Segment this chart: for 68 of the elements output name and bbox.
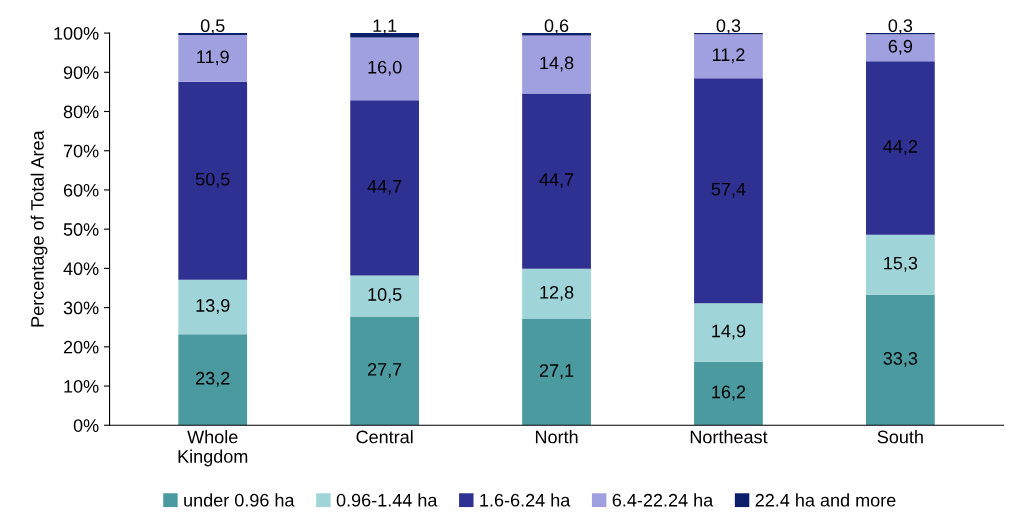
bar (522, 35, 591, 94)
data-label: 44,7 (367, 180, 402, 195)
y-tick-label: 80% (63, 105, 99, 119)
y-tick-label: 0% (73, 419, 99, 432)
y-tick-label: 10% (64, 379, 99, 393)
y-tick-label: 40% (63, 262, 99, 276)
data-label: 0,3 (716, 19, 741, 35)
y-tick-label: 100% (54, 27, 99, 40)
x-tick-label: South (877, 430, 923, 444)
data-label: 11,9 (197, 50, 229, 66)
bar (694, 34, 763, 79)
data-label: 10,5 (368, 288, 402, 304)
bar (522, 318, 591, 426)
bar (865, 234, 935, 295)
bar (865, 34, 935, 62)
bar (350, 316, 420, 426)
bar (865, 61, 935, 235)
bar (694, 78, 763, 304)
data-label: 0,3 (888, 19, 913, 35)
legend-label: 1.6-6.24 ha (480, 493, 571, 507)
x-tick-label: Whole Kingdom (178, 430, 248, 467)
x-tick-label: North (535, 430, 578, 444)
data-label: 50,5 (195, 172, 230, 188)
data-label: 23,2 (196, 371, 230, 387)
data-label: 6,9 (888, 39, 913, 55)
data-label: 1,1 (373, 19, 397, 35)
y-axis-title: Percentage of Total Area (30, 130, 48, 327)
bar (865, 294, 935, 426)
bar (522, 93, 591, 269)
data-label: 14,8 (540, 56, 574, 72)
y-tick-label: 50% (63, 223, 99, 236)
legend-label: 6.4-22.24 ha (612, 493, 714, 507)
bar (350, 275, 420, 317)
legend-label: under 0.96 ha (184, 493, 295, 507)
data-label: 44,2 (883, 140, 918, 155)
bar (350, 33, 420, 38)
bar (350, 100, 420, 276)
data-label: 14,9 (712, 324, 746, 340)
bar (522, 268, 591, 319)
data-label: 16,2 (712, 385, 746, 401)
y-tick-label: 70% (63, 144, 99, 158)
bar (694, 361, 763, 426)
x-tick-label: Northeast (690, 430, 768, 444)
data-label: 11,2 (712, 48, 745, 64)
bar (178, 35, 248, 82)
data-label: 0,5 (200, 19, 225, 35)
y-tick-label: 20% (63, 340, 99, 354)
data-label: 0,6 (544, 19, 569, 35)
y-tick-label: 60% (63, 183, 99, 197)
data-label: 13,9 (196, 299, 230, 314)
bar (350, 37, 420, 101)
data-label: 27,7 (367, 362, 402, 378)
x-tick-label: Central (356, 430, 413, 444)
legend-label: 0.96-1.44 ha (336, 493, 438, 507)
y-tick-label: 30% (63, 301, 99, 315)
data-label: 12,8 (540, 285, 574, 301)
data-label: 33,3 (883, 352, 918, 367)
data-label: 44,7 (539, 173, 574, 189)
legend-label: 22.4 ha and more (755, 493, 896, 507)
bar (178, 279, 248, 335)
data-label: 27,1 (539, 364, 574, 380)
bar (178, 334, 248, 426)
y-tick-label: 90% (63, 66, 99, 80)
bar (694, 303, 763, 362)
data-label: 57,4 (711, 182, 746, 198)
data-label: 15,3 (884, 256, 918, 272)
bar (178, 81, 248, 280)
data-label: 16,0 (368, 60, 402, 76)
